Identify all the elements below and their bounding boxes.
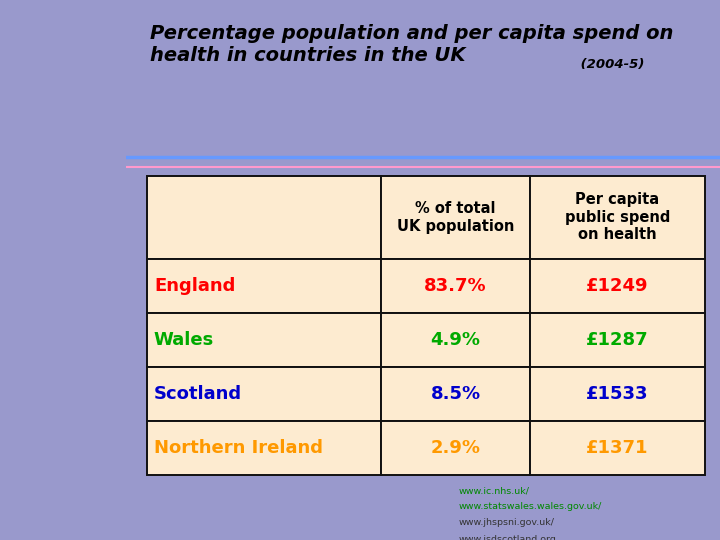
FancyBboxPatch shape bbox=[530, 176, 705, 259]
Text: www.isdscotland.org: www.isdscotland.org bbox=[459, 535, 557, 540]
FancyBboxPatch shape bbox=[382, 367, 530, 421]
FancyBboxPatch shape bbox=[147, 176, 382, 259]
Text: 2.9%: 2.9% bbox=[431, 439, 481, 457]
Text: Wales: Wales bbox=[154, 331, 214, 349]
Text: % of total
UK population: % of total UK population bbox=[397, 201, 514, 233]
FancyBboxPatch shape bbox=[530, 367, 705, 421]
FancyBboxPatch shape bbox=[382, 421, 530, 475]
FancyBboxPatch shape bbox=[147, 313, 382, 367]
Text: £1249: £1249 bbox=[586, 277, 649, 295]
FancyBboxPatch shape bbox=[530, 421, 705, 475]
FancyBboxPatch shape bbox=[382, 259, 530, 313]
Text: Percentage population and per capita spend on
health in countries in the UK: Percentage population and per capita spe… bbox=[150, 24, 673, 65]
Text: Northern Ireland: Northern Ireland bbox=[154, 439, 323, 457]
FancyBboxPatch shape bbox=[147, 259, 382, 313]
Text: £1371: £1371 bbox=[586, 439, 649, 457]
FancyBboxPatch shape bbox=[147, 367, 382, 421]
Text: £1287: £1287 bbox=[586, 331, 649, 349]
Text: Per capita
public spend
on health: Per capita public spend on health bbox=[565, 192, 670, 242]
FancyBboxPatch shape bbox=[147, 421, 382, 475]
Text: 4.9%: 4.9% bbox=[431, 331, 481, 349]
Text: 83.7%: 83.7% bbox=[424, 277, 487, 295]
Text: www.ic.nhs.uk/: www.ic.nhs.uk/ bbox=[459, 486, 530, 495]
FancyBboxPatch shape bbox=[382, 313, 530, 367]
FancyBboxPatch shape bbox=[530, 313, 705, 367]
FancyBboxPatch shape bbox=[530, 259, 705, 313]
Text: (2004-5): (2004-5) bbox=[576, 58, 644, 71]
FancyBboxPatch shape bbox=[382, 176, 530, 259]
Text: www.jhspsni.gov.uk/: www.jhspsni.gov.uk/ bbox=[459, 518, 554, 528]
Text: £1533: £1533 bbox=[586, 385, 649, 403]
Text: 8.5%: 8.5% bbox=[431, 385, 481, 403]
Text: England: England bbox=[154, 277, 235, 295]
Text: Scotland: Scotland bbox=[154, 385, 242, 403]
Text: www.statswales.wales.gov.uk/: www.statswales.wales.gov.uk/ bbox=[459, 502, 602, 511]
